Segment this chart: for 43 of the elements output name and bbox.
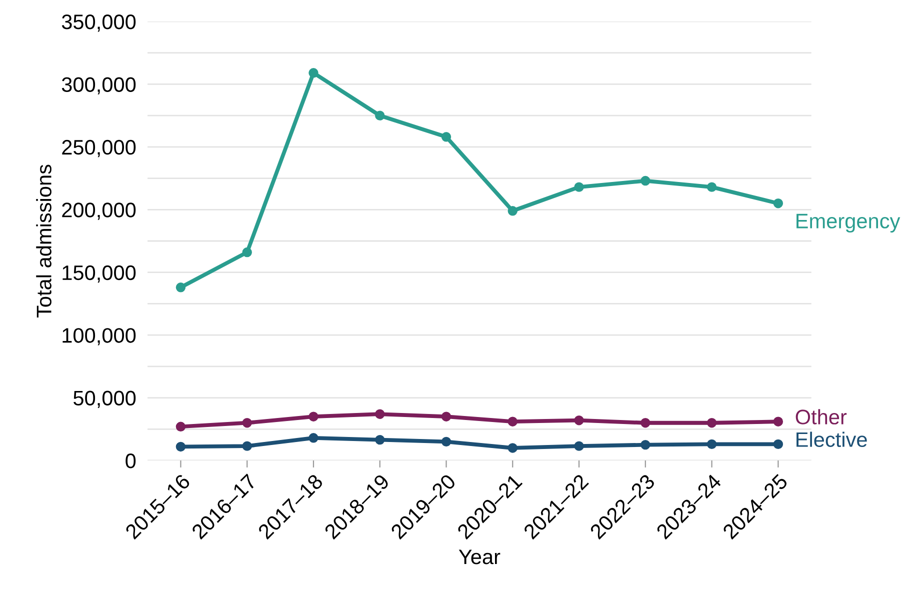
point xyxy=(441,412,452,422)
point xyxy=(242,247,252,258)
point xyxy=(441,436,452,447)
y-tick-label: 150,000 xyxy=(62,265,136,283)
point xyxy=(508,206,518,216)
point xyxy=(375,434,385,445)
point xyxy=(574,416,584,426)
y-tick-label: 200,000 xyxy=(62,202,136,220)
point xyxy=(308,68,318,78)
point xyxy=(242,441,252,451)
series-label: Elective xyxy=(796,432,867,448)
point xyxy=(640,176,650,186)
point xyxy=(706,182,717,192)
y-tick-label: 350,000 xyxy=(62,14,136,32)
y-tick-label: 250,000 xyxy=(62,140,136,158)
point xyxy=(706,439,717,450)
point xyxy=(375,409,385,419)
point xyxy=(640,440,650,450)
point xyxy=(176,422,186,432)
y-tick-label: 50,000 xyxy=(74,390,136,408)
x-axis-title: Year xyxy=(458,550,500,564)
series-label: Emergency xyxy=(796,214,900,233)
point xyxy=(574,441,584,451)
point xyxy=(773,198,784,208)
y-axis-title: Total admissions xyxy=(36,164,52,318)
point xyxy=(176,442,186,452)
y-tick-label: 300,000 xyxy=(62,77,136,94)
point xyxy=(574,182,584,192)
series-label: Other xyxy=(796,409,847,424)
point xyxy=(773,439,784,450)
point xyxy=(773,416,784,426)
point xyxy=(375,110,385,120)
point xyxy=(640,418,650,428)
point xyxy=(176,282,186,292)
point xyxy=(508,416,518,426)
point xyxy=(308,433,318,443)
y-tick-label: 100,000 xyxy=(62,328,136,346)
point xyxy=(508,443,518,453)
point xyxy=(242,418,252,428)
point xyxy=(706,418,717,428)
point xyxy=(308,412,318,422)
y-tick-label: 0 xyxy=(126,454,136,468)
point xyxy=(441,132,452,142)
